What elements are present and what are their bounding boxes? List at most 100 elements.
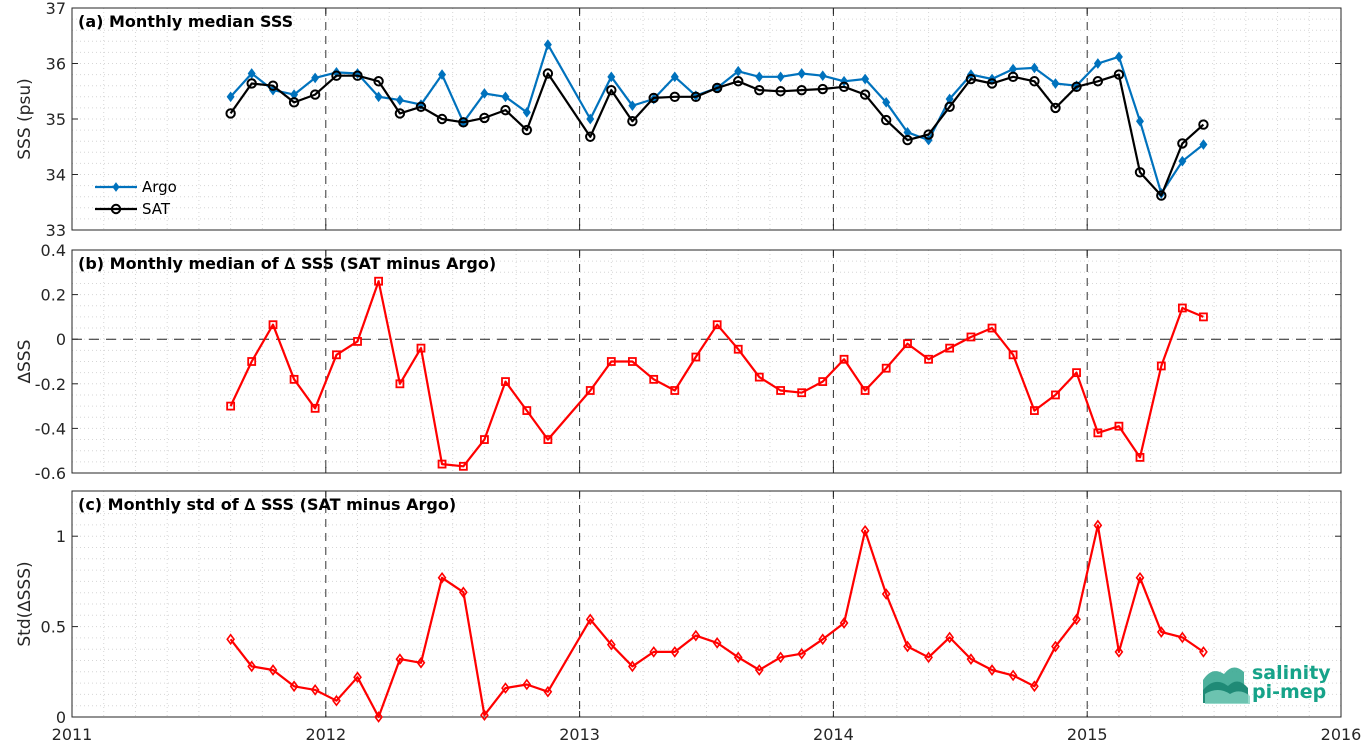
data-point [606, 638, 616, 651]
y-axis-label: ∆SSS [15, 340, 35, 385]
legend-marker [110, 203, 122, 215]
data-point [1156, 626, 1166, 638]
data-point [311, 72, 320, 84]
data-point [1199, 139, 1208, 150]
data-point [522, 406, 532, 415]
data-point [648, 92, 659, 104]
data-point [776, 386, 786, 395]
data-point [268, 320, 278, 330]
data-point [289, 680, 299, 693]
data-point [1135, 452, 1145, 462]
panel-title: (b) Monthly median of ∆ SSS (SAT minus A… [78, 254, 496, 273]
y-tick-label: 35 [46, 110, 66, 129]
y-tick-label: 0 [56, 330, 66, 349]
y-tick-label: 0.5 [41, 618, 66, 637]
data-point [458, 461, 468, 471]
data-point [607, 71, 616, 83]
data-point [924, 354, 933, 364]
data-point [966, 653, 976, 665]
x-tick-label: 2016 [1321, 725, 1362, 744]
series-argo [226, 39, 1208, 199]
data-point [1156, 361, 1166, 371]
data-point [945, 343, 955, 353]
y-tick-label: 37 [46, 0, 66, 18]
x-tick-label: 2012 [305, 725, 346, 744]
data-point [733, 344, 743, 354]
data-point [1177, 631, 1187, 644]
data-point [543, 685, 553, 698]
data-point [1177, 303, 1187, 313]
x-tick-label: 2014 [813, 725, 854, 744]
data-point [882, 97, 891, 108]
data-point [1113, 69, 1125, 80]
data-point [987, 323, 997, 333]
data-point [628, 660, 637, 673]
data-point [543, 39, 552, 50]
data-point [585, 386, 595, 395]
data-point [332, 694, 341, 707]
data-point [268, 664, 278, 676]
data-point [880, 114, 892, 126]
data-point [690, 91, 702, 103]
data-point [649, 374, 659, 384]
data-point [838, 81, 850, 93]
data-point [226, 91, 235, 103]
data-point [606, 357, 616, 366]
logo-text-pi-mep: pi-mep [1252, 681, 1326, 703]
data-point [436, 113, 448, 125]
data-point [923, 129, 934, 140]
data-point [480, 709, 489, 722]
data-point [924, 651, 933, 664]
data-point [775, 86, 786, 97]
data-point [839, 617, 849, 629]
data-point [1030, 680, 1039, 693]
series-delta [226, 276, 1208, 471]
y-axis-label: SSS (psu) [15, 78, 35, 159]
data-point [501, 377, 510, 386]
y-tick-label: 0 [56, 708, 66, 727]
data-point [1199, 646, 1208, 658]
data-point [754, 372, 764, 382]
data-point [691, 629, 701, 642]
data-point [734, 65, 743, 77]
data-point [944, 101, 955, 112]
data-point [754, 84, 765, 96]
data-point [542, 68, 554, 79]
data-point [1071, 81, 1082, 93]
data-point [331, 70, 342, 81]
data-point [437, 571, 447, 584]
y-tick-label: -0.6 [35, 464, 66, 483]
data-point [1072, 613, 1081, 626]
data-point [649, 646, 659, 658]
data-point [797, 388, 807, 398]
data-point [501, 682, 510, 694]
data-point [627, 357, 637, 366]
y-tick-label: 0.2 [41, 286, 66, 305]
data-point [395, 379, 405, 389]
data-point [776, 651, 785, 664]
data-point [352, 70, 363, 81]
data-point [225, 108, 236, 119]
series-line [229, 280, 1204, 468]
y-tick-label: 33 [46, 221, 66, 240]
x-tick-label: 2013 [559, 725, 600, 744]
data-point [373, 76, 384, 87]
data-point [247, 357, 257, 366]
y-tick-label: 1 [56, 527, 66, 546]
data-point [1114, 51, 1123, 63]
axes-box [71, 490, 1342, 718]
data-point [986, 78, 998, 89]
y-tick-label: 34 [46, 166, 66, 185]
data-point [522, 678, 532, 691]
data-point [437, 459, 447, 469]
data-point [310, 684, 320, 696]
data-point [859, 89, 871, 100]
series-line [229, 72, 1205, 197]
data-point [817, 83, 828, 95]
axes-box [71, 249, 1342, 474]
panel-title: (a) Monthly median SSS [78, 12, 293, 31]
data-point [374, 711, 383, 723]
panel-c-std-delta-sss: 0 0.5 1 2011 2012 2013 2014 2015 2016 Std(∆SSS) (c… [15, 490, 1362, 744]
legend-label: SAT [142, 200, 171, 218]
